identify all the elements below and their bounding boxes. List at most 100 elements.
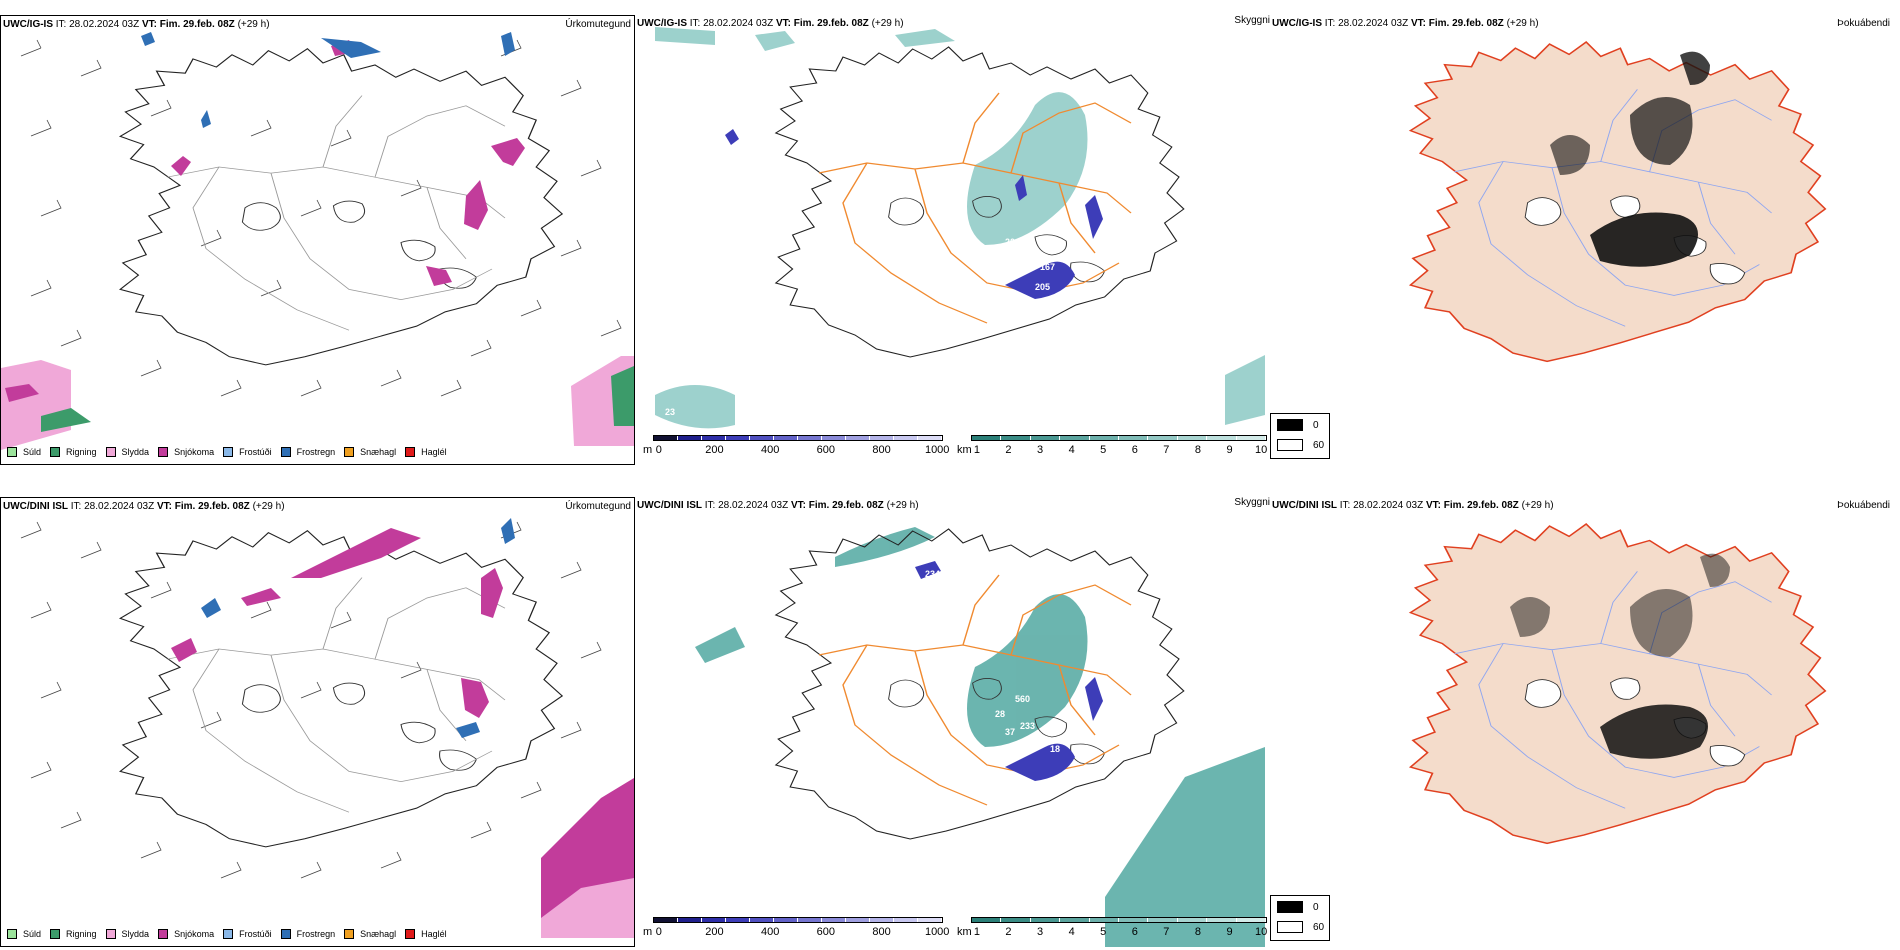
colorbar-tick-label: 400 [760,444,780,456]
precip-legend-item: Frostúði [223,929,272,939]
legend-swatch [50,447,61,457]
colorbar-bin [798,436,822,440]
it-label: IT: [1339,500,1351,511]
legend-swatch [105,929,116,939]
cloud-base-label: 133 [1125,629,1140,639]
colorbar-tick-label: 1 [973,926,980,938]
legend-label: Frostúði [239,929,272,939]
legend-swatch [280,929,291,939]
fog-legend-item: 0 [1277,901,1319,913]
model-name: UWC/DINI ISL [3,501,68,512]
colorbar-bin [1236,436,1267,440]
legend-label: Frostregn [296,447,336,457]
precip-legend-item: Rigning [50,447,97,457]
legend-label: Haglél [421,929,447,939]
vt-value: Fim. 29.feb. 08Z [1443,500,1519,511]
colorbar-tick-label: 1000 [924,444,950,456]
cloud-base-label: 13 [1135,714,1145,724]
fog-legend-item: 60 [1277,921,1324,933]
colorbar-bin [654,436,678,440]
cloud-ceiling-fields [915,561,1103,781]
it-value: 28.02.2024 03Z [718,500,789,511]
colorbar-bin [972,436,1002,440]
colorbar-bin [1060,436,1090,440]
cloud-base-label: 244 [1105,699,1120,709]
fog-map-igis [1409,41,1827,363]
colorbar-tick-label: 1 [973,444,980,456]
colorbar-bin [972,918,1002,922]
visibility-fields [655,27,1265,429]
colorbar-bin [774,918,798,922]
colorbar-tick-label: 600 [816,926,836,938]
model-name: UWC/DINI ISL [637,500,702,511]
cloud-base-label: 59 [1140,644,1150,654]
colorbar-unit: m [643,926,653,938]
colorbar-tick-label: 4 [1068,444,1075,456]
legend-swatch [158,929,169,939]
colorbar-bin [726,436,750,440]
vt-value: Fim. 29.feb. 08Z [793,18,869,29]
colorbar-unit: km [957,926,972,938]
cloud-base-label: 410 [660,427,675,437]
fog-panel-field-name: Þokuábendi [1837,500,1890,511]
ceiling-colorbar: m 0 200 400 600 800 1000 [643,435,949,465]
precip-panel-title: UWC/DINI ISL IT: 28.02.2024 03Z VT: Fim.… [3,501,285,512]
precip-type-panel-dini: UWC/DINI ISL IT: 28.02.2024 03Z VT: Fim.… [0,497,635,947]
colorbar-bin [846,436,870,440]
fog-legend-value: 60 [1313,921,1325,933]
colorbar-bin [750,436,774,440]
cloud-base-label: 9 [1140,727,1145,737]
colorbar-bin [1060,918,1090,922]
vt-label: VT: [1410,18,1426,29]
colorbar-bin [678,918,702,922]
fog-legend-item: 60 [1277,439,1324,451]
cloud-base-label: 200 [1140,237,1155,247]
ceiling-visibility-panel-igis: 496 30 228 230 240 35 90 93 200 234 127 167 205 20 43 9… [635,15,1270,465]
legend-swatch [223,929,234,939]
cloud-base-label: 22 [1030,739,1040,749]
colorbar-bin [894,918,918,922]
lead-time: (+29 h) [886,500,919,511]
colorbar-bin [918,918,942,922]
colorbar-tick-label: 800 [872,926,891,938]
legend-swatch [405,447,416,457]
fog-map-dini [1409,523,1827,845]
sea-precip-areas [1,356,634,450]
colorbar-unit: m [643,444,653,456]
cloud-base-label: 33 [845,614,855,624]
vt-label: VT: [141,19,157,30]
precip-type-panel-igis: UWC/IG-IS IT: 28.02.2024 03Z VT: Fim. 29… [0,15,635,465]
colorbar-tick-label: 10 [1254,926,1268,938]
cloud-base-label: 496 [775,157,790,167]
colorbar-tick-label: 9 [1226,444,1233,456]
ceiling-panel-field-name: Skyggni [1234,497,1270,508]
fog-legend-swatch [1277,921,1303,933]
colorbar-bin [1148,436,1178,440]
colorbar-tick-label: 200 [705,926,724,938]
sea-sleet-areas [541,878,634,938]
fog-panel-title: UWC/DINI ISL IT: 28.02.2024 03Z VT: Fim.… [1272,500,1554,511]
legend-swatch [7,447,17,457]
colorbar-tick-label: 2 [1005,926,1012,938]
vt-label: VT: [1425,500,1441,511]
colorbar-bin [1001,918,1031,922]
legend-swatch [50,929,61,939]
cloud-base-label: 40 [1115,584,1125,594]
fog-indicator-panel-dini: UWC/DINI ISL IT: 28.02.2024 03Z VT: Fim.… [1270,497,1900,947]
colorbar-bin [894,436,918,440]
colorbar-bin [750,918,774,922]
precip-legend-item: Snjókoma [158,447,214,457]
cloud-base-label: 560 [1015,694,1030,704]
colorbar-tick-label: 5 [1100,444,1107,456]
legend-label: Snæhagl [360,929,397,939]
cloud-base-label: 90 [1135,247,1145,257]
precip-legend-item: Rigning [50,929,97,939]
colorbar-ticks: 1 2 3 4 5 6 7 8 9 10 [971,441,1267,456]
fog-fields [1550,51,1710,267]
colorbar-bin [1119,436,1149,440]
model-name: UWC/DINI ISL [1272,500,1337,511]
fog-legend-swatch [1277,439,1303,451]
precip-legend-item: Snjókoma [158,929,214,939]
colorbar-bin [654,918,678,922]
vt-value: Fim. 29.feb. 08Z [808,500,884,511]
